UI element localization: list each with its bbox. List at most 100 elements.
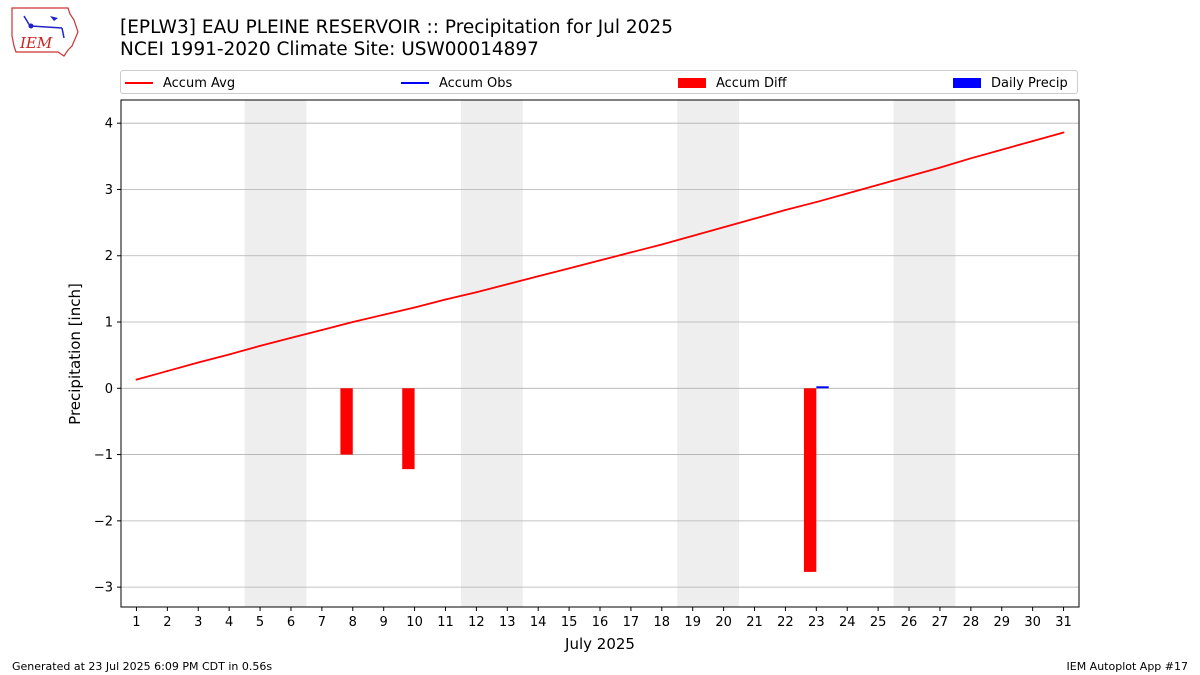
weekend-shade [460, 100, 523, 607]
x-tick-label: 30 [1024, 615, 1041, 630]
x-tick-label: 22 [777, 615, 794, 630]
x-tick-label: 28 [963, 615, 980, 630]
accum-avg-point [784, 209, 787, 211]
accum-avg-point [537, 275, 540, 278]
accum-avg-point [166, 370, 169, 372]
y-tick-label: −1 [94, 448, 113, 463]
x-tick-label: 10 [406, 615, 423, 630]
legend-label: Accum Avg [163, 75, 236, 91]
legend-label: Daily Precip [991, 75, 1068, 91]
x-tick-label: 17 [623, 615, 640, 630]
accum-avg-point [382, 313, 385, 316]
weekend-shade [244, 100, 307, 607]
accum-avg-point [259, 344, 261, 347]
footer-app: IEM Autoplot App #17 [1066, 660, 1189, 673]
accum-avg-point [1000, 148, 1003, 151]
x-tick-label: 15 [561, 615, 578, 630]
accum-avg-point [351, 321, 354, 323]
x-tick-label: 1 [132, 615, 140, 630]
y-tick-label: 0 [105, 382, 113, 397]
iem-logo: IEM [11, 7, 79, 57]
accum-avg-point [908, 175, 910, 178]
x-tick-label: 24 [839, 615, 856, 630]
accum-avg-point [475, 291, 478, 294]
x-tick-label: 14 [530, 615, 547, 630]
chart-subtitle: NCEI 1991-2020 Climate Site: USW00014897 [120, 39, 539, 60]
x-tick-label: 26 [901, 615, 918, 630]
accum-avg-point [939, 166, 941, 169]
y-axis-label: Precipitation [inch] [66, 283, 84, 425]
accum-avg-point [320, 329, 323, 331]
legend-item-accum-obs: Accum Obs [401, 74, 512, 92]
x-tick-label: 16 [592, 615, 609, 630]
x-tick-label: 18 [654, 615, 671, 630]
weekend-shade [677, 100, 740, 607]
logo-text: IEM [19, 34, 53, 52]
legend-item-accum-diff: Accum Diff [678, 74, 787, 92]
x-tick-label: 2 [163, 615, 171, 630]
accum-diff-bar [340, 388, 353, 455]
legend-swatch [125, 82, 153, 84]
accum-avg-point [846, 192, 849, 195]
x-tick-label: 23 [808, 615, 825, 630]
x-tick-label: 13 [499, 615, 516, 630]
x-tick-label: 8 [349, 615, 357, 630]
x-tick-label: 19 [684, 615, 701, 630]
accum-avg-point [660, 243, 663, 246]
accum-avg-point [877, 183, 880, 186]
accum-diff-bar [402, 388, 415, 470]
x-tick-label: 5 [256, 615, 264, 630]
accum-avg-point [135, 378, 138, 381]
daily-precip-bar [816, 386, 829, 389]
x-tick-label: 12 [468, 615, 485, 630]
y-tick-label: 1 [105, 316, 113, 331]
x-tick-label: 3 [194, 615, 202, 630]
accum-avg-point [599, 259, 601, 262]
x-tick-label: 4 [225, 615, 233, 630]
accum-avg-point [290, 337, 292, 339]
accum-avg-point [969, 157, 972, 160]
x-tick-label: 31 [1055, 615, 1072, 630]
y-tick-label: −3 [94, 581, 113, 596]
accum-avg-point [753, 217, 756, 220]
legend-item-accum-avg: Accum Avg [125, 74, 235, 92]
legend-swatch [678, 78, 706, 88]
x-tick-label: 29 [993, 615, 1010, 630]
x-tick-label: 21 [746, 615, 763, 630]
accum-avg-point [722, 226, 725, 229]
legend-label: Accum Diff [716, 75, 787, 91]
chart-title: [EPLW3] EAU PLEINE RESERVOIR :: Precipit… [120, 17, 673, 38]
accum-avg-point [444, 298, 447, 301]
legend-label: Accum Obs [439, 75, 513, 91]
accum-avg-point [568, 267, 570, 270]
weekend-shade [893, 100, 956, 607]
x-tick-label: 27 [932, 615, 949, 630]
x-tick-label: 11 [437, 615, 454, 630]
accum-avg-point [506, 283, 509, 286]
accum-avg-point [630, 251, 632, 254]
accum-avg-point [197, 361, 200, 364]
y-tick-label: −2 [94, 514, 113, 529]
legend: Accum Avg Accum Obs Accum Diff Daily Pre… [120, 70, 1078, 94]
x-tick-label: 6 [287, 615, 295, 630]
accum-avg-point [691, 234, 694, 237]
y-tick-label: 3 [105, 183, 113, 198]
x-tick-label: 20 [715, 615, 732, 630]
accum-avg-point [1062, 131, 1065, 134]
accum-avg-point [815, 201, 818, 203]
legend-swatch [401, 82, 429, 84]
x-axis-label: July 2025 [564, 635, 635, 653]
y-tick-label: 2 [105, 249, 113, 264]
accum-diff-bar [803, 388, 817, 572]
legend-item-daily-precip: Daily Precip [953, 74, 1068, 92]
y-tick-label: 4 [105, 117, 113, 132]
x-tick-label: 25 [870, 615, 887, 630]
accum-avg-point [413, 306, 416, 309]
x-tick-label: 7 [318, 615, 326, 630]
accum-avg-point [228, 353, 231, 356]
x-tick-label: 9 [380, 615, 388, 630]
accum-avg-point [1031, 140, 1034, 142]
legend-swatch [953, 78, 981, 88]
footer-generated: Generated at 23 Jul 2025 6:09 PM CDT in … [12, 660, 273, 673]
